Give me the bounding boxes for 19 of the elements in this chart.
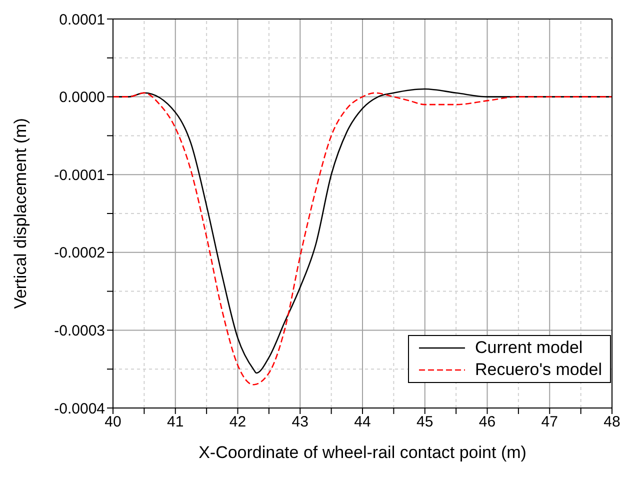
y-tick-label: 0.0001 bbox=[59, 11, 105, 28]
y-axis-title: Vertical displacement (m) bbox=[11, 118, 30, 309]
x-tick-label: 45 bbox=[416, 414, 434, 431]
x-tick-label: 41 bbox=[167, 414, 184, 431]
y-tick-label: -0.0003 bbox=[54, 322, 105, 340]
x-tick-label: 48 bbox=[604, 414, 620, 431]
x-tick-label: 46 bbox=[478, 414, 496, 431]
legend-label: Current model bbox=[474, 337, 583, 359]
x-tick-label: 47 bbox=[541, 414, 558, 431]
x-tick-label: 40 bbox=[104, 414, 122, 431]
x-axis-title: X-Coordinate of wheel-rail contact point (m) bbox=[198, 443, 526, 462]
y-tick-label: -0.0002 bbox=[54, 244, 105, 262]
x-tick-label: 42 bbox=[229, 414, 246, 431]
y-tick-label: -0.0004 bbox=[54, 400, 105, 418]
legend-label: Recuero's model bbox=[474, 359, 602, 381]
y-tick-label: 0.0000 bbox=[59, 89, 105, 106]
y-tick-label: -0.0001 bbox=[54, 166, 105, 184]
x-tick-label: 44 bbox=[354, 414, 371, 431]
x-tick-label: 43 bbox=[292, 414, 308, 431]
